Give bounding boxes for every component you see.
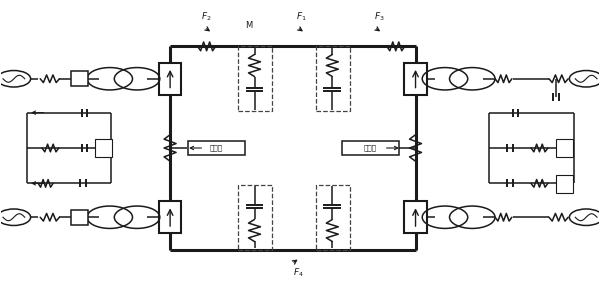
Text: $F_2$: $F_2$ [202, 11, 212, 23]
Bar [238, 185, 272, 250]
Bar [316, 46, 350, 111]
Bar [404, 201, 427, 234]
Text: M: M [245, 21, 253, 30]
Bar [159, 201, 181, 234]
Bar [316, 185, 350, 250]
Bar [188, 141, 245, 155]
Bar [556, 139, 573, 157]
Text: 接地极: 接地极 [209, 145, 223, 151]
Bar [238, 46, 272, 111]
Bar [404, 62, 427, 95]
Text: $F_1$: $F_1$ [296, 11, 307, 23]
Bar [71, 71, 88, 86]
Bar [342, 141, 399, 155]
Text: 接地极: 接地极 [364, 145, 377, 151]
Bar [556, 175, 573, 193]
Bar [159, 62, 181, 95]
Text: $F_3$: $F_3$ [374, 11, 385, 23]
Bar [95, 139, 112, 157]
Bar [71, 210, 88, 225]
Text: $F_4$: $F_4$ [293, 267, 304, 279]
